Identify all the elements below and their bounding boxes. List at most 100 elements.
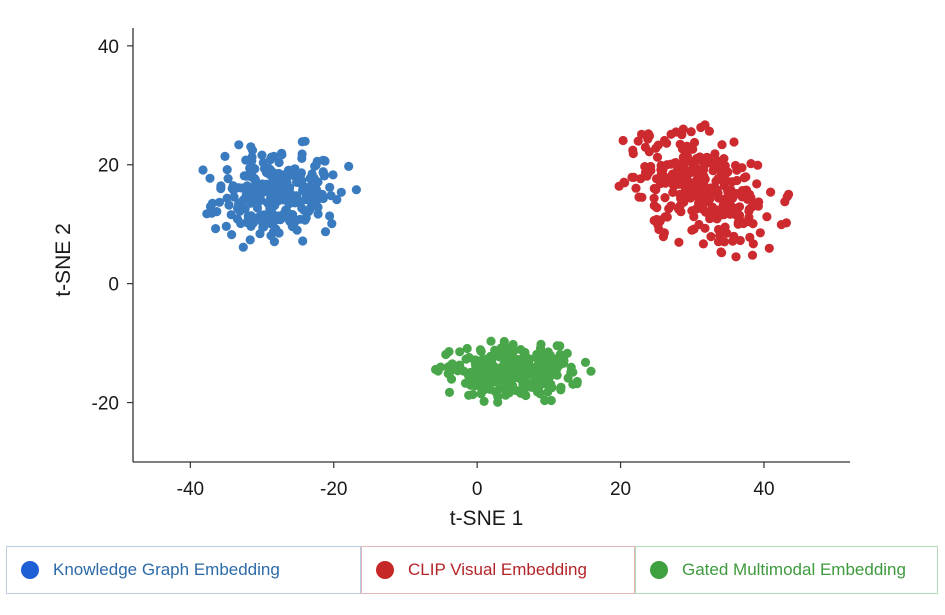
data-point — [243, 170, 253, 180]
data-point — [476, 346, 486, 356]
data-point — [501, 344, 511, 354]
data-point — [681, 146, 691, 156]
data-point — [461, 354, 471, 364]
data-point — [717, 248, 727, 258]
data-point — [265, 170, 275, 180]
data-point — [739, 173, 749, 183]
data-point — [656, 165, 666, 175]
data-point — [293, 198, 304, 208]
data-point — [746, 159, 756, 169]
y-tick-label: 0 — [108, 275, 119, 296]
data-point — [310, 161, 320, 171]
data-point — [675, 139, 685, 149]
data-point — [300, 215, 310, 225]
y-tick-label: -20 — [92, 394, 119, 415]
data-point — [685, 168, 695, 178]
series-2 — [614, 120, 794, 262]
data-point — [662, 160, 672, 170]
legend-item-1: Knowledge Graph Embedding — [6, 546, 361, 594]
data-point — [228, 184, 238, 194]
data-point — [266, 231, 276, 241]
data-point — [552, 370, 562, 380]
legend-label: Gated Multimodal Embedding — [682, 560, 906, 579]
data-point — [224, 200, 234, 210]
data-point — [678, 124, 688, 134]
x-axis-title: t-SNE 1 — [450, 507, 524, 530]
data-point — [281, 205, 291, 215]
data-point — [652, 152, 663, 162]
legend-marker — [650, 561, 668, 579]
legend: Knowledge Graph Embedding CLIP Visual Emb… — [6, 546, 938, 596]
data-point — [202, 209, 212, 219]
data-point — [297, 153, 307, 163]
data-point — [743, 189, 753, 199]
data-point — [717, 168, 727, 178]
data-point — [652, 214, 662, 225]
data-point — [752, 199, 763, 209]
data-point — [547, 383, 557, 393]
data-point — [555, 341, 565, 351]
data-point — [285, 198, 295, 208]
data-point — [720, 222, 730, 232]
data-point — [214, 197, 225, 207]
data-point — [649, 193, 659, 203]
data-point — [433, 366, 443, 376]
data-point — [717, 140, 727, 150]
data-point — [255, 212, 265, 222]
data-point — [546, 395, 556, 406]
series-1 — [198, 136, 361, 252]
data-point — [536, 339, 546, 349]
data-point — [721, 198, 731, 208]
data-point — [523, 365, 533, 375]
data-point — [469, 375, 479, 385]
data-point — [516, 345, 526, 355]
data-point — [679, 163, 689, 173]
data-point — [646, 165, 656, 175]
data-point — [618, 135, 628, 146]
data-point — [229, 192, 239, 202]
data-point — [686, 127, 696, 137]
data-point — [731, 252, 741, 262]
data-point — [628, 145, 638, 155]
data-point — [283, 165, 293, 175]
data-point — [541, 371, 551, 381]
data-point — [515, 373, 525, 383]
y-axis-title: t-SNE 2 — [52, 223, 75, 297]
data-point — [236, 218, 246, 229]
data-point — [631, 183, 641, 193]
data-point — [491, 365, 501, 375]
data-point — [473, 356, 483, 367]
data-point — [504, 365, 514, 375]
data-point — [220, 151, 230, 161]
data-point — [259, 222, 269, 232]
data-point — [535, 389, 546, 399]
data-point — [555, 349, 565, 360]
data-point — [762, 212, 772, 222]
data-point — [309, 173, 319, 183]
data-point — [274, 157, 284, 168]
data-point — [687, 225, 697, 235]
data-point — [269, 210, 279, 220]
data-point — [216, 181, 226, 191]
data-point — [580, 357, 591, 367]
data-point — [516, 354, 526, 364]
data-point — [710, 149, 720, 159]
legend-item-2: CLIP Visual Embedding — [361, 546, 635, 594]
data-point — [643, 134, 653, 144]
data-point — [245, 235, 255, 245]
data-point — [265, 185, 275, 195]
data-point — [494, 350, 504, 360]
data-point — [666, 129, 676, 139]
data-point — [738, 218, 749, 229]
data-point — [766, 187, 776, 197]
data-point — [727, 190, 737, 201]
data-point — [695, 183, 705, 194]
data-point — [309, 185, 319, 195]
data-point — [669, 181, 679, 191]
data-point — [287, 221, 297, 231]
data-point — [328, 170, 338, 180]
data-point — [556, 382, 566, 392]
data-point — [351, 185, 361, 195]
data-point — [676, 207, 686, 217]
data-point — [706, 232, 716, 242]
